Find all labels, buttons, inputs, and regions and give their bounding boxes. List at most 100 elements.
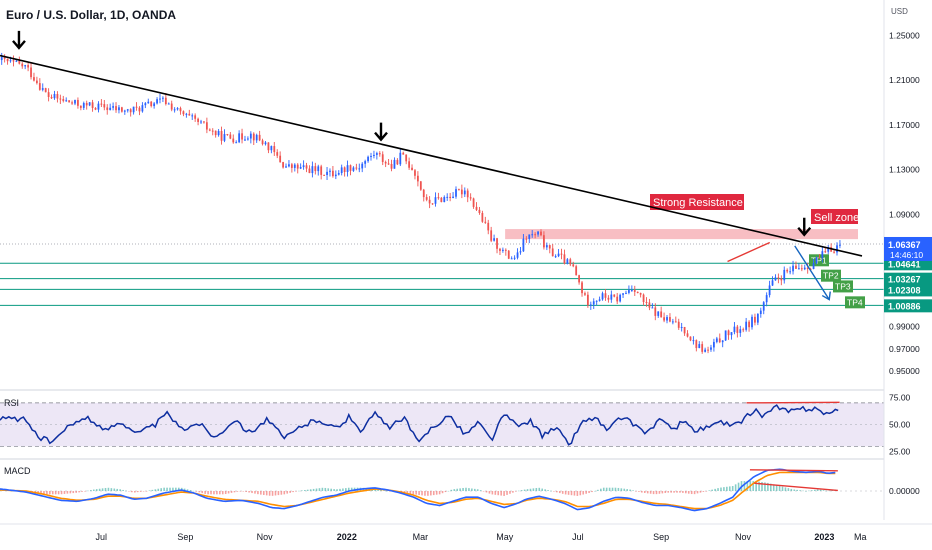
trendline	[0, 54, 863, 257]
candle-body	[557, 253, 560, 257]
candle-body	[710, 347, 712, 350]
histogram-bar	[676, 491, 678, 493]
candle-body	[657, 311, 660, 316]
histogram-bar	[755, 481, 757, 491]
histogram-bar	[793, 489, 796, 491]
histogram-bar	[790, 488, 793, 491]
candle-body	[329, 170, 331, 172]
histogram-bar	[110, 488, 113, 491]
candle-body	[701, 344, 704, 352]
candle-body	[443, 197, 446, 203]
candle-body	[24, 65, 27, 67]
histogram-bar	[242, 491, 245, 492]
histogram-bar	[148, 490, 151, 491]
candle-body	[71, 102, 73, 104]
x-tick-label: 2022	[337, 532, 357, 542]
candle-body	[77, 99, 79, 106]
candle-body	[478, 209, 481, 213]
histogram-bar	[239, 491, 242, 492]
histogram-bar	[157, 488, 160, 491]
histogram-bar	[163, 487, 165, 491]
candle-body	[314, 166, 317, 172]
histogram-bar	[819, 489, 822, 491]
candle-body	[188, 113, 191, 116]
rsi-tick-label: 75.00	[889, 392, 911, 402]
candle-body	[88, 102, 91, 106]
candle-body	[334, 174, 337, 177]
projection-arrow	[794, 245, 830, 300]
candle-body	[510, 258, 513, 260]
histogram-bar	[221, 491, 224, 495]
candle-body	[367, 156, 369, 162]
histogram-bar	[63, 491, 66, 494]
down-arrow-icon	[374, 122, 388, 142]
histogram-bar	[139, 491, 142, 492]
tp-price-text: 1.04641	[888, 259, 921, 269]
histogram-bar	[46, 491, 48, 495]
candle-body	[185, 113, 188, 115]
candle-body	[783, 269, 786, 281]
histogram-bar	[641, 491, 643, 493]
histogram-bar	[49, 491, 51, 495]
candle-body	[214, 130, 217, 136]
histogram-bar	[535, 487, 538, 491]
candle-body	[607, 297, 610, 300]
projection-arrowhead	[821, 291, 831, 301]
histogram-bar	[573, 491, 576, 496]
histogram-bar	[450, 489, 453, 491]
candle-body	[279, 155, 282, 163]
tp-label: TP3	[835, 281, 851, 291]
candle-body	[475, 206, 478, 210]
histogram-bar	[731, 486, 734, 491]
candle-body	[408, 161, 411, 168]
histogram-bar	[388, 491, 391, 492]
candle-body	[311, 166, 314, 174]
candle-body	[387, 163, 390, 165]
candle-body	[648, 302, 651, 308]
histogram-bar	[289, 491, 291, 493]
histogram-bar	[315, 488, 318, 491]
histogram-bar	[758, 481, 760, 491]
candle-body	[94, 107, 97, 110]
histogram-bar	[260, 491, 262, 495]
histogram-bar	[213, 491, 215, 495]
histogram-bar	[286, 491, 289, 494]
candle-body	[378, 153, 381, 155]
histogram-bar	[784, 487, 787, 491]
histogram-bar	[125, 490, 127, 492]
candle-body	[153, 103, 156, 107]
candle-body	[208, 129, 211, 131]
candle-body	[762, 302, 765, 311]
histogram-bar	[236, 491, 239, 492]
candle-body	[176, 108, 179, 110]
histogram-bar	[550, 490, 552, 492]
candle-body	[610, 294, 613, 300]
candle-body	[604, 293, 607, 298]
histogram-bar	[482, 491, 485, 492]
candle-body	[578, 275, 580, 283]
histogram-bar	[737, 482, 740, 491]
histogram-bar	[309, 489, 312, 491]
histogram-bar	[424, 491, 426, 496]
candle-body	[713, 341, 715, 348]
candle-body	[115, 106, 117, 111]
candle-body	[6, 58, 9, 62]
x-tick-label: Nov	[735, 532, 752, 542]
histogram-bar	[283, 491, 286, 495]
histogram-bar	[198, 491, 201, 493]
candle-body	[302, 165, 305, 168]
candle-body	[636, 291, 639, 293]
histogram-bar	[227, 491, 230, 494]
histogram-bar	[567, 491, 570, 495]
candle-body	[323, 174, 326, 176]
candle-body	[12, 60, 15, 62]
histogram-bar	[192, 490, 195, 492]
candle-body	[211, 130, 214, 132]
histogram-bar	[75, 491, 78, 493]
histogram-bar	[60, 491, 63, 495]
countdown-text: 14:46:10	[890, 250, 923, 260]
candle-body	[689, 336, 692, 341]
histogram-bar	[553, 491, 555, 492]
histogram-bar	[685, 491, 687, 494]
